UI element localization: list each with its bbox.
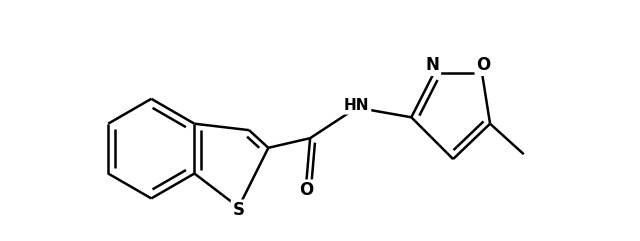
Text: O: O — [477, 56, 491, 74]
Text: S: S — [232, 201, 244, 220]
Text: HN: HN — [344, 98, 369, 113]
Text: O: O — [299, 181, 313, 199]
Text: N: N — [426, 56, 439, 74]
